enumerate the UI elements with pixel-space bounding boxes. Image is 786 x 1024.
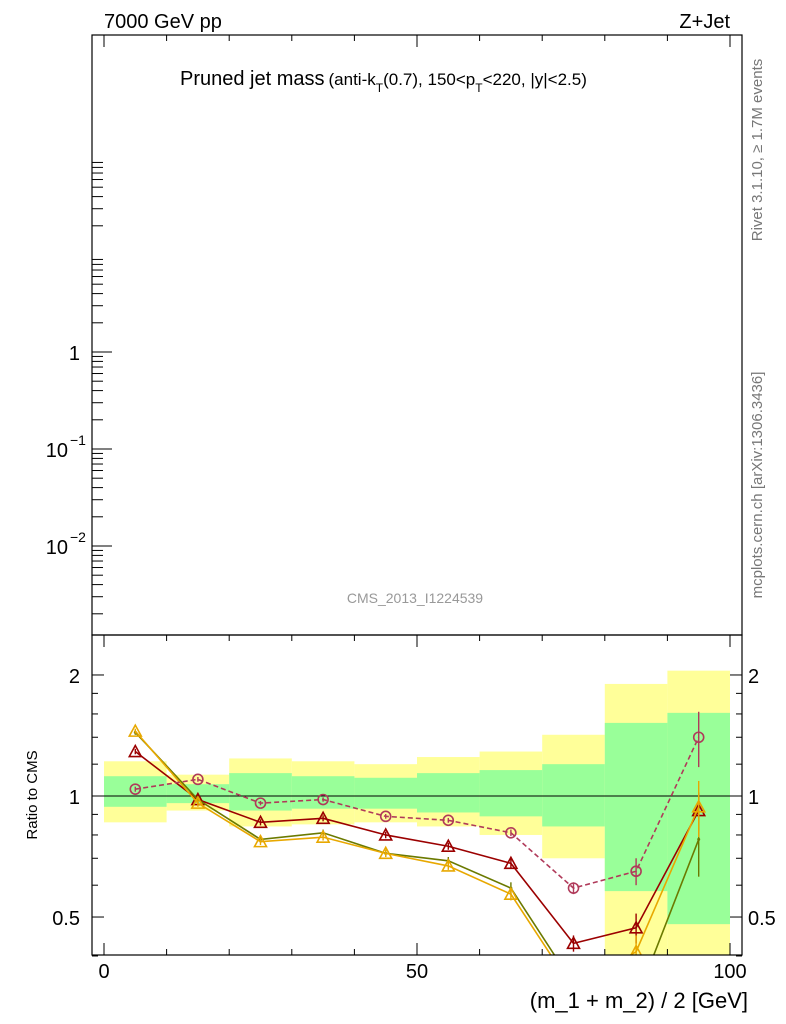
rivet-info: Rivet 3.1.10, ≥ 1.7M events xyxy=(749,59,766,242)
x-tick-50: 50 xyxy=(406,961,428,983)
plot-title-sub-b-subscript: T xyxy=(475,81,483,95)
series-0-point xyxy=(315,810,331,825)
series-0-point xyxy=(253,814,268,829)
top-tick-label-0.1-exp: −1 xyxy=(70,432,86,448)
series-3-point xyxy=(630,865,642,878)
top-tick-label-0.01: 10 xyxy=(46,537,68,559)
series-0-point xyxy=(628,920,644,934)
series-3-point xyxy=(254,797,267,809)
series-layer xyxy=(127,711,707,986)
ratio-panel-ticks xyxy=(92,35,742,957)
x-tick-0: 0 xyxy=(98,961,109,983)
series-3-point xyxy=(505,826,517,839)
top-tick-label-0.1-base: 10 xyxy=(46,440,68,462)
green-band-bin xyxy=(354,777,417,809)
plot-title-sub-b: (0.7), 150<p xyxy=(383,70,475,89)
plot-title-sub-a-subscript: T xyxy=(376,81,384,95)
series-3-point xyxy=(379,810,392,823)
top-panel-frame xyxy=(91,34,743,636)
top-panel-y-ticks xyxy=(92,161,112,615)
series-2-point xyxy=(691,799,707,813)
header-right: Z+Jet xyxy=(679,11,730,33)
green-band-bin xyxy=(417,773,480,813)
ratio-tick-left-0.5: 0.5 xyxy=(52,908,80,930)
series-2-point xyxy=(630,944,643,955)
series-0-point xyxy=(566,935,581,950)
series-3-line xyxy=(135,736,700,890)
series-0-point xyxy=(503,855,519,870)
series-1-point xyxy=(572,983,575,986)
series-2-point xyxy=(440,858,456,872)
x-tick-100: 100 xyxy=(713,961,746,983)
series-2-point xyxy=(253,833,268,848)
ratio-panel-frame xyxy=(91,634,743,956)
ratio-tick-left-2: 2 xyxy=(69,666,80,688)
top-tick-label-1: 1 xyxy=(69,343,80,365)
ratio-tick-right-2: 2 xyxy=(748,666,759,688)
header-left: 7000 GeV pp xyxy=(104,11,222,33)
series-3-point xyxy=(192,773,204,786)
series-1-line xyxy=(134,731,700,955)
series-0-line xyxy=(134,750,700,945)
ratio-tick-left-1: 1 xyxy=(69,787,80,809)
plot-title-sub-a: (anti-k xyxy=(329,70,377,89)
top-tick-label-0.1: 10 xyxy=(46,440,68,462)
series-3-point xyxy=(129,783,142,795)
plot-title: Pruned jet mass (anti-kT(0.7), 150<pT<220… xyxy=(180,68,587,95)
plot-title-sub-c: <220, |y|<2.5) xyxy=(483,70,587,89)
green-band-bin xyxy=(479,770,543,817)
series-2-point xyxy=(315,829,331,843)
series-3-point xyxy=(317,793,329,806)
top-tick-label-0.01-exp: −2 xyxy=(70,529,86,545)
plot-title-main: Pruned jet mass xyxy=(180,68,325,90)
series-3-point xyxy=(567,882,580,894)
green-band-bin xyxy=(542,764,605,827)
series-2-point xyxy=(190,795,206,809)
y-axis-label-ratio: Ratio to CMS xyxy=(24,750,41,839)
series-0-point xyxy=(440,838,456,853)
top-tick-label-0.01-base: 10 xyxy=(46,537,68,559)
series-0-point xyxy=(127,743,143,758)
series-3-point xyxy=(442,814,455,827)
ratio-tick-right-1: 1 xyxy=(748,787,759,809)
uncertainty-bands xyxy=(104,670,730,955)
series-1-point xyxy=(697,837,701,841)
series-0-point xyxy=(378,827,394,841)
series-2-point xyxy=(127,723,143,737)
series-3-point xyxy=(692,731,705,744)
analysis-watermark: CMS_2013_I1224539 xyxy=(347,590,483,606)
series-2-point xyxy=(378,845,394,860)
x-axis-label: (m_1 + m_2) / 2 [GeV] xyxy=(530,988,748,1013)
green-band-bin xyxy=(291,776,355,809)
series-2-line xyxy=(134,730,700,955)
series-2-point xyxy=(503,886,519,900)
ratio-tick-right-0.5: 0.5 xyxy=(748,908,776,930)
mcplots-info: mcplots.cern.ch [arXiv:1306.3436] xyxy=(749,372,766,599)
